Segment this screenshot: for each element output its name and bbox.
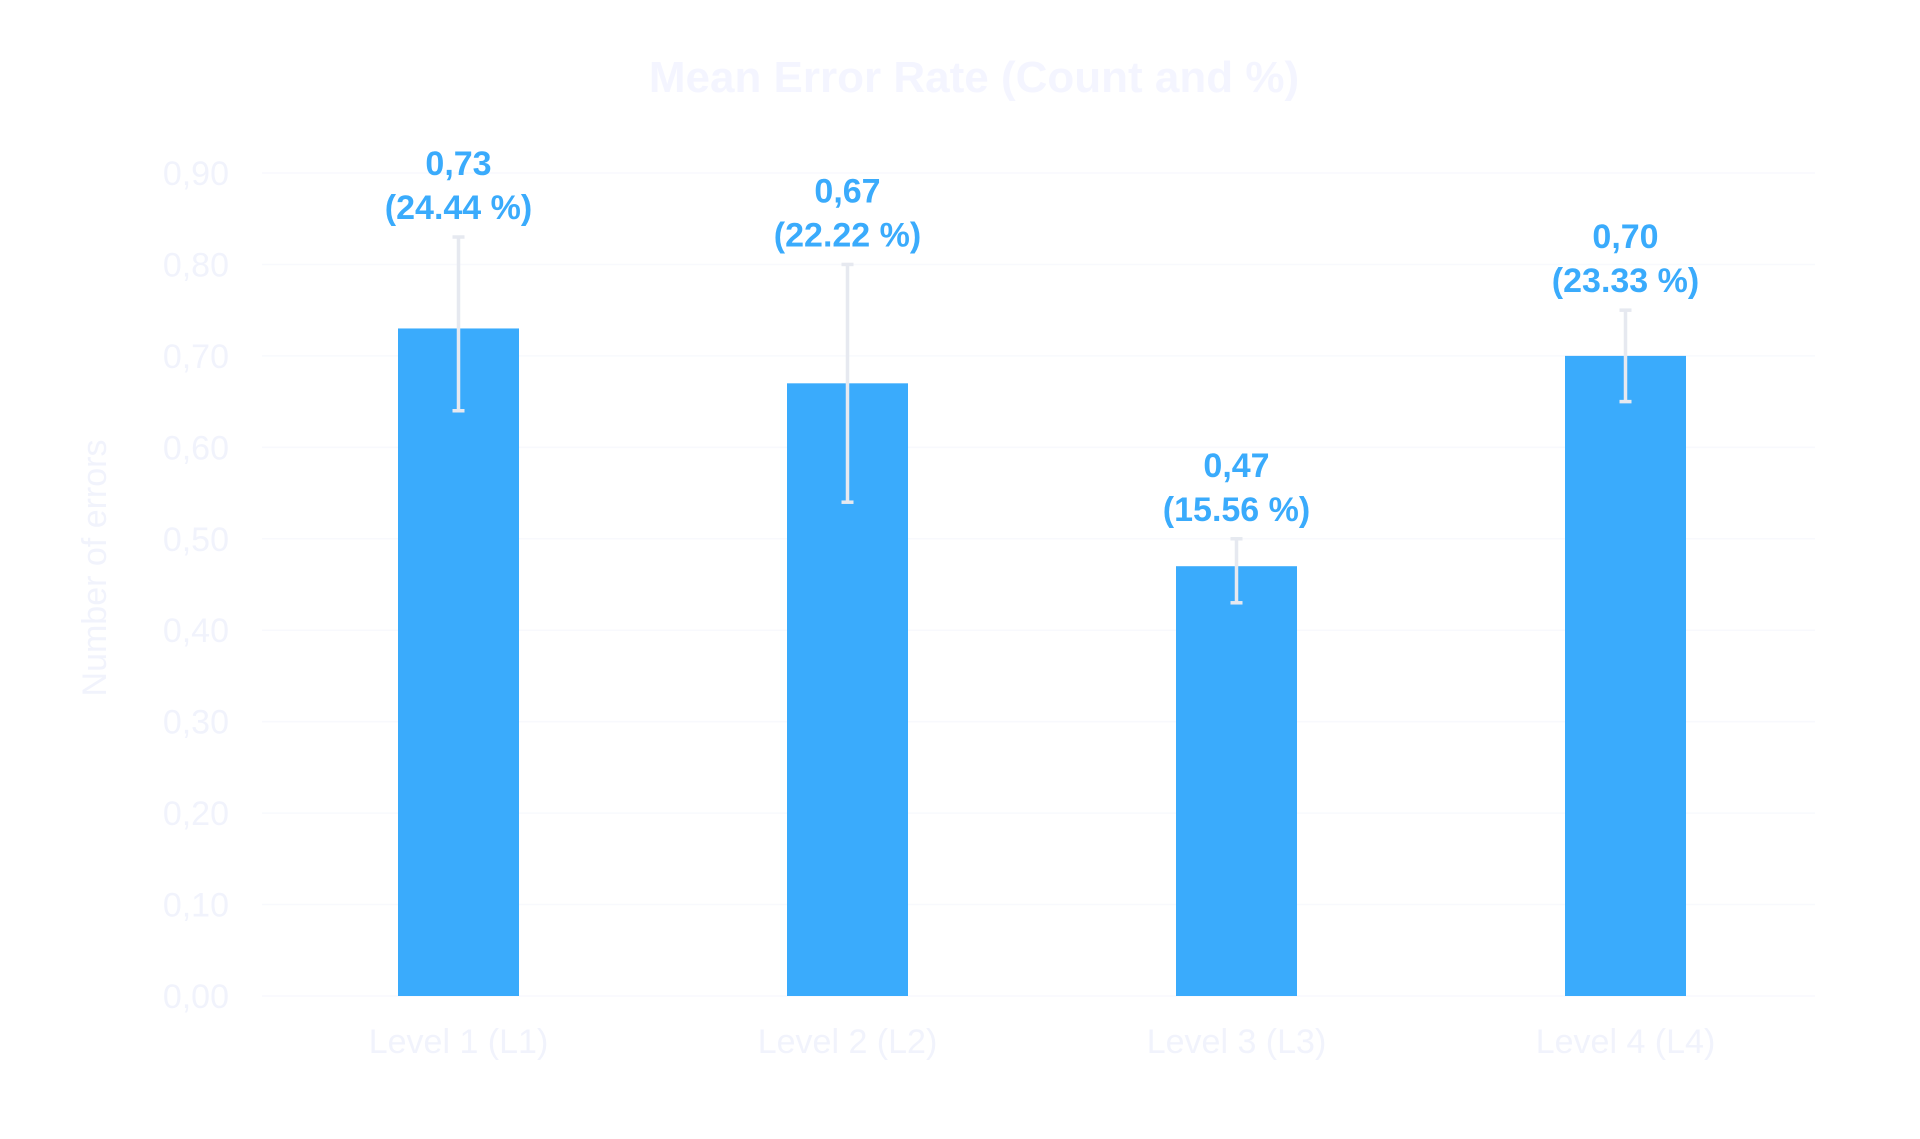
y-tick-label: 0,90 [163,155,229,193]
chart-title: Mean Error Rate (Count and %) [649,53,1299,102]
y-tick-label: 0,30 [163,704,229,742]
x-category-label: Level 1 (L1) [369,1023,549,1061]
data-label-percent: (23.33 %) [1552,262,1699,300]
y-tick-label: 0,60 [163,429,229,467]
error-bar [841,262,854,504]
data-label-percent: (24.44 %) [385,189,532,227]
error-bars [452,235,1632,605]
y-tick-label: 0,40 [163,612,229,650]
error-bar [452,235,465,413]
x-category-label: Level 3 (L3) [1147,1023,1327,1061]
error-bar [1230,537,1243,605]
data-label-value: 0,47 [1203,447,1269,485]
error-bar [1619,308,1632,404]
y-tick-label: 0,50 [163,521,229,559]
data-labels: (24.44 %) 0,73 (22.22 %) 0,67 (15.56 %) 0,47 (… [385,145,1699,529]
data-label-value: 0,67 [814,172,880,210]
x-category-label: Level 2 (L2) [758,1023,938,1061]
y-tick-label: 0,70 [163,338,229,376]
y-axis-ticks: 0,00 0,10 0,20 0,30 0,40 0,50 0,60 0,70 0,80 0,90 [163,155,229,1016]
y-tick-label: 0,20 [163,795,229,833]
bar [1176,566,1297,996]
gridlines [262,172,1815,997]
x-category-label: Level 4 (L4) [1536,1023,1716,1061]
bars [398,328,1686,996]
y-tick-label: 0,00 [163,978,229,1016]
y-tick-label: 0,80 [163,246,229,284]
x-axis-categories: Level 1 (L1) Level 2 (L2) Level 3 (L3) Leve… [369,1023,1716,1061]
data-label-percent: (22.22 %) [774,216,921,254]
bar [398,328,519,996]
data-label-percent: (15.56 %) [1163,491,1310,529]
data-label-value: 0,73 [425,145,491,183]
y-tick-label: 0,10 [163,887,229,925]
data-label-value: 0,70 [1592,218,1658,256]
y-axis-title: Number of errors [76,440,114,697]
bar [1565,355,1686,996]
